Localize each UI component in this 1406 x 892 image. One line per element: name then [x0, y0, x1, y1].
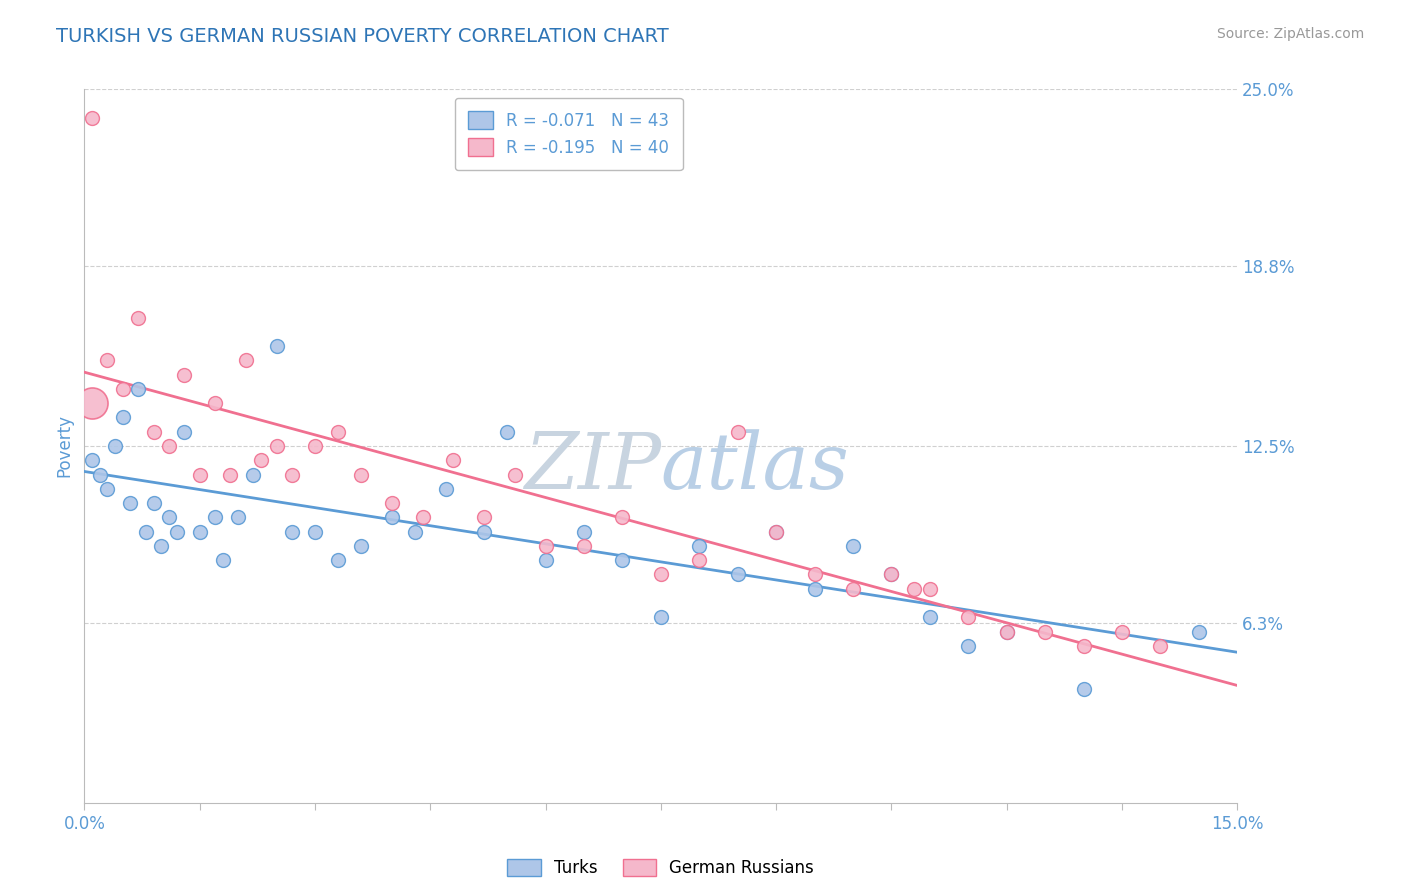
Point [842, 582, 865, 596]
Y-axis label: Poverty: Poverty [55, 415, 73, 477]
Point [957, 610, 980, 624]
Legend: Turks, German Russians: Turks, German Russians [501, 852, 821, 884]
Point [242, 467, 264, 482]
Point [995, 624, 1018, 639]
Point [142, 425, 165, 439]
Point [166, 524, 188, 539]
Point [688, 539, 710, 553]
Point [1073, 681, 1095, 696]
Point [727, 567, 749, 582]
Point [204, 510, 226, 524]
Point [472, 524, 495, 539]
Point [727, 425, 749, 439]
Point [441, 453, 464, 467]
Point [226, 510, 249, 524]
Point [918, 582, 941, 596]
Point [96, 353, 118, 368]
Point [188, 467, 211, 482]
Point [266, 439, 288, 453]
Point [1111, 624, 1133, 639]
Point [650, 610, 672, 624]
Point [281, 467, 304, 482]
Point [80, 453, 103, 467]
Point [412, 510, 434, 524]
Point [534, 539, 557, 553]
Point [650, 567, 672, 582]
Point [219, 467, 242, 482]
Point [111, 382, 134, 396]
Point [572, 524, 595, 539]
Point [903, 582, 925, 596]
Point [1188, 624, 1211, 639]
Point [211, 553, 233, 567]
Point [350, 467, 373, 482]
Point [80, 111, 103, 125]
Point [204, 396, 226, 410]
Point [503, 467, 526, 482]
Point [104, 439, 127, 453]
Point [434, 482, 457, 496]
Point [266, 339, 288, 353]
Point [350, 539, 373, 553]
Point [150, 539, 173, 553]
Point [80, 396, 103, 410]
Text: TURKISH VS GERMAN RUSSIAN POVERTY CORRELATION CHART: TURKISH VS GERMAN RUSSIAN POVERTY CORREL… [56, 27, 669, 45]
Point [188, 524, 211, 539]
Point [120, 496, 142, 510]
Point [381, 496, 404, 510]
Point [1149, 639, 1171, 653]
Point [472, 510, 495, 524]
Point [142, 496, 165, 510]
Point [326, 553, 349, 567]
Point [89, 467, 111, 482]
Point [127, 382, 149, 396]
Text: atlas: atlas [661, 429, 849, 506]
Point [96, 482, 118, 496]
Point [157, 510, 180, 524]
Point [496, 425, 519, 439]
Point [304, 439, 326, 453]
Point [534, 553, 557, 567]
Point [304, 524, 326, 539]
Point [842, 539, 865, 553]
Point [173, 368, 195, 382]
Point [572, 539, 595, 553]
Point [111, 410, 134, 425]
Point [803, 567, 825, 582]
Text: ZIP: ZIP [523, 429, 661, 506]
Legend: R = -0.071   N = 43, R = -0.195   N = 40: R = -0.071 N = 43, R = -0.195 N = 40 [454, 97, 682, 169]
Point [995, 624, 1018, 639]
Point [135, 524, 157, 539]
Point [880, 567, 903, 582]
Point [612, 553, 634, 567]
Point [381, 510, 404, 524]
Point [765, 524, 787, 539]
Point [127, 310, 149, 325]
Point [688, 553, 710, 567]
Point [918, 610, 941, 624]
Point [173, 425, 195, 439]
Point [765, 524, 787, 539]
Point [281, 524, 304, 539]
Point [157, 439, 180, 453]
Point [612, 510, 634, 524]
Point [1033, 624, 1056, 639]
Point [880, 567, 903, 582]
Text: Source: ZipAtlas.com: Source: ZipAtlas.com [1216, 27, 1364, 41]
Point [404, 524, 426, 539]
Point [1073, 639, 1095, 653]
Point [250, 453, 273, 467]
Point [326, 425, 349, 439]
Point [957, 639, 980, 653]
Point [803, 582, 825, 596]
Point [235, 353, 257, 368]
